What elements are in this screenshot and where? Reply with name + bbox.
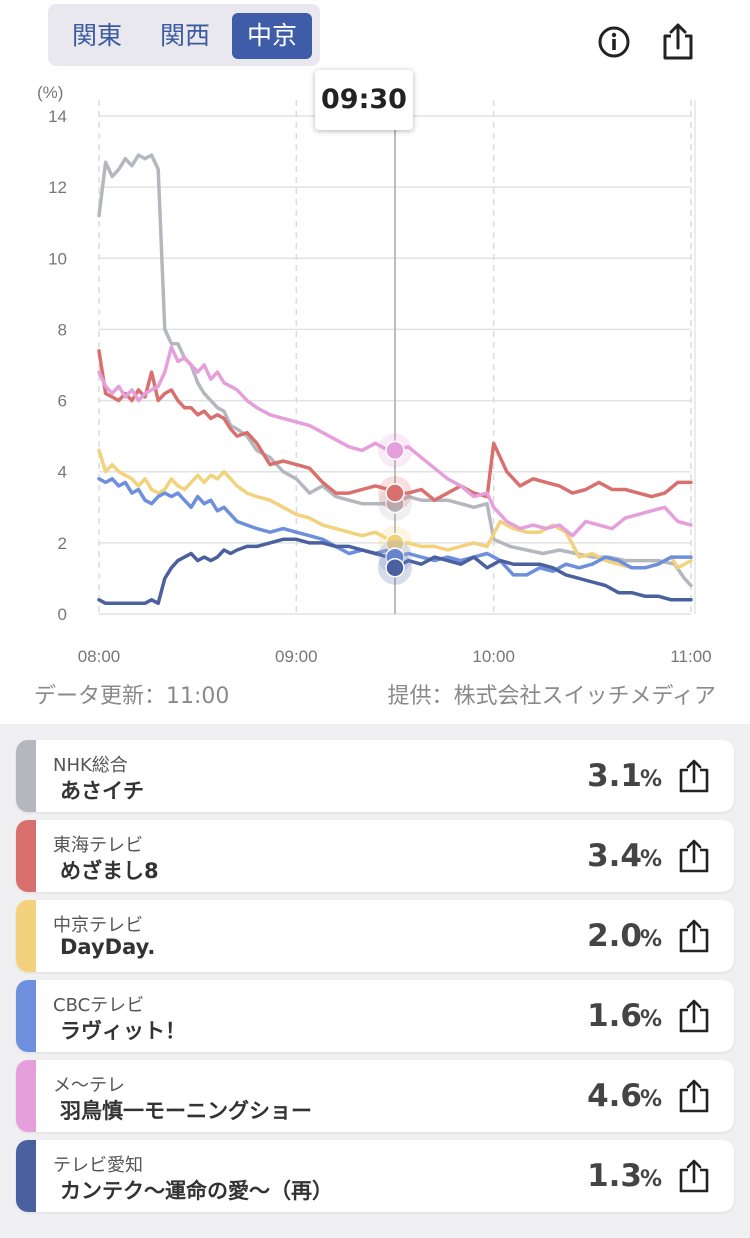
rating-unit: % [639,1007,662,1032]
channel-color-bar [16,740,36,812]
tab-kansai[interactable]: 関西 [159,21,210,50]
rating-unit: % [639,927,662,952]
tab-chukyo[interactable]: 中京 [232,13,312,59]
x-tick-label: 11:00 [670,647,711,666]
y-tick-label: 4 [58,463,67,482]
series-line-4 [97,345,693,538]
x-tick-label: 10:00 [472,647,515,666]
program-title: あさイチ [60,779,144,803]
rating-unit: % [639,847,662,872]
channel-card-tokai[interactable]: 東海テレビ めざまし8 3.4 % [16,820,734,892]
time-tooltip: 09:30 [315,70,413,130]
rating-unit: % [639,1087,662,1112]
rating-value: 1.6 [587,998,642,1034]
y-tick-label: 14 [48,107,67,126]
channel-color-bar [16,820,36,892]
rating-value: 3.1 [587,758,642,794]
program-title: DayDay. [60,935,156,959]
chart-markers [378,100,412,614]
chart-ticks: 0 2 4 6 8 10 12 14 (%) 08:00 09:00 10:00 11:00 [37,83,712,666]
channel-color-bar [16,980,36,1052]
y-tick-label: 12 [48,178,67,197]
rating-value: 1.3 [587,1158,642,1194]
series-marker-dot-1 [385,483,405,503]
series-line-1 [97,349,693,502]
channel-color-bar [16,1140,36,1212]
program-title: めざまし8 [60,859,159,883]
program-title: カンテク〜運命の愛〜（再） [60,1179,333,1203]
channel-card-metele[interactable]: メ〜テレ 羽鳥慎一モーニングショー 4.6 % [16,1060,734,1132]
station-name: 中京テレビ [53,915,143,936]
station-name: メ〜テレ [53,1075,125,1096]
program-title: ラヴィット！ [60,1019,186,1043]
channel-card-nhk[interactable]: NHK総合 あさイチ 3.1 % [16,740,734,812]
share-icon[interactable] [676,998,712,1034]
channel-card-aichi[interactable]: テレビ愛知 カンテク〜運命の愛〜（再） 1.3 % [16,1140,734,1212]
y-unit-label: (%) [37,83,63,102]
share-icon[interactable] [676,1078,712,1114]
y-tick-label: 8 [58,320,67,339]
data-provider: 提供：株式会社スイッチメディア [387,684,716,709]
x-tick-label: 08:00 [78,647,121,666]
tab-kanto[interactable]: 関東 [71,21,122,50]
station-name: CBCテレビ [53,995,145,1016]
rating-value: 4.6 [587,1078,642,1114]
info-icon[interactable] [594,22,634,62]
program-title: 羽鳥慎一モーニングショー [60,1099,312,1123]
station-name: 東海テレビ [53,835,143,856]
share-icon[interactable] [676,838,712,874]
y-tick-label: 10 [48,249,67,268]
y-tick-label: 2 [58,534,67,553]
station-name: NHK総合 [53,755,128,776]
series-line-5 [97,537,693,606]
ratings-line-chart: 0 2 4 6 8 10 12 14 (%) 08:00 09:00 10:00 11:00 [37,83,712,666]
chart-grid [98,100,696,615]
rating-unit: % [639,1167,662,1192]
series-marker-dot-4 [385,440,405,461]
share-icon[interactable] [658,22,698,62]
y-tick-label: 6 [58,392,67,411]
channel-card-chukyo[interactable]: 中京テレビ DayDay. 2.0 % [16,900,734,972]
region-tabs: 関東 関西 中京 [48,4,320,66]
series-marker-dot-5 [385,558,405,578]
channel-color-bar [16,1060,36,1132]
rating-value: 3.4 [587,838,642,874]
station-name: テレビ愛知 [53,1155,143,1176]
channel-card-cbc[interactable]: CBCテレビ ラヴィット！ 1.6 % [16,980,734,1052]
x-tick-label: 09:00 [275,647,318,666]
share-icon[interactable] [676,1158,712,1194]
share-icon[interactable] [676,758,712,794]
update-time: データ更新：11:00 [34,684,230,709]
chart-series [97,153,693,606]
rating-value: 2.0 [587,918,642,954]
rating-unit: % [639,767,662,792]
series-line-2 [97,448,693,570]
share-icon[interactable] [676,918,712,954]
channel-color-bar [16,900,36,972]
series-line-0 [97,153,693,588]
y-tick-label: 0 [58,605,67,624]
